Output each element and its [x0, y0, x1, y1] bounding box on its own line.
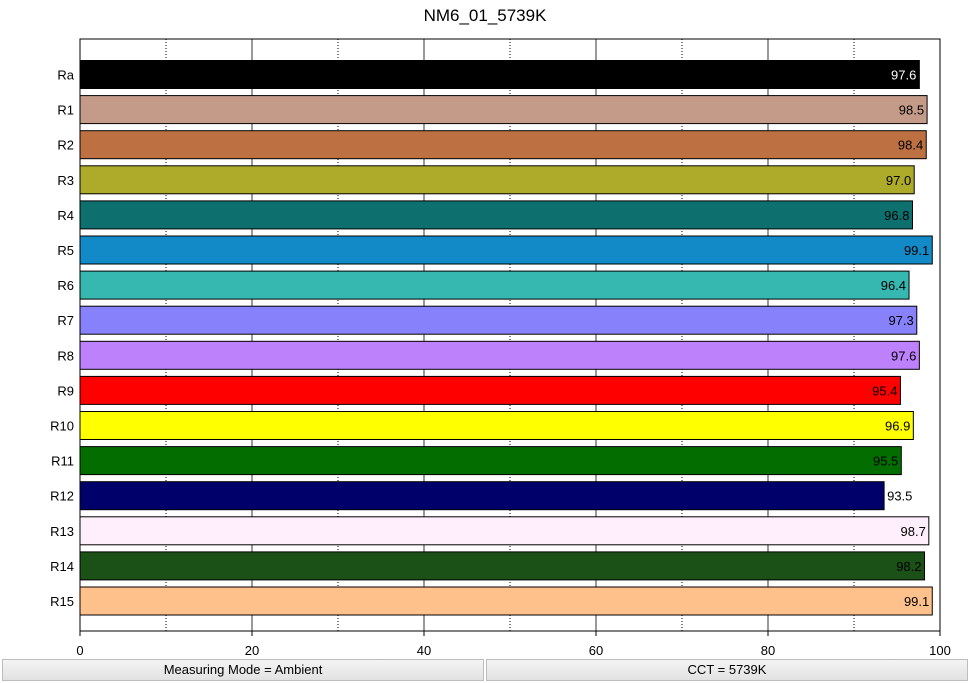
plot-frame [79, 38, 941, 632]
bar-r13 [79, 516, 930, 546]
category-label: R6 [57, 278, 74, 293]
bar-ra [79, 60, 920, 89]
bar-r5 [79, 235, 933, 265]
x-tick-label: 20 [245, 643, 259, 658]
value-label: 97.3 [888, 313, 913, 328]
bar-r14 [79, 551, 926, 581]
bar-r8 [79, 340, 920, 370]
bar-r4 [79, 200, 913, 230]
category-label: R10 [50, 419, 74, 434]
value-label: 96.8 [884, 208, 909, 223]
chart-title: NM6_01_5739K [423, 6, 547, 25]
category-label: R8 [57, 348, 74, 363]
x-tick-label: 40 [417, 643, 431, 658]
category-label: R14 [50, 559, 74, 574]
bar-r6 [79, 270, 910, 300]
x-tick-label: 80 [761, 643, 775, 658]
value-label: 98.7 [901, 524, 926, 539]
category-label: R11 [51, 454, 74, 469]
value-label: 99.1 [904, 594, 929, 609]
bar-r12 [79, 481, 885, 511]
category-label: R13 [50, 524, 74, 539]
category-label: R7 [57, 313, 74, 328]
value-label: 99.1 [904, 243, 929, 258]
value-label: 98.2 [896, 559, 921, 574]
bar-r9 [79, 375, 901, 405]
value-label: 98.5 [899, 103, 924, 118]
value-label: 93.5 [887, 489, 912, 504]
x-tick-label: 100 [929, 643, 951, 658]
category-label: R5 [57, 243, 74, 258]
bar-r3 [79, 165, 915, 195]
bar-r15 [79, 586, 933, 616]
cri-bar-chart: Ra 97.6 R1 98.5 R2 98.4 R3 97.0 R4 96.8 R5 99.1 R6 96… [50, 38, 951, 658]
value-label: 97.0 [886, 173, 911, 188]
value-label: 98.4 [898, 138, 923, 153]
category-label: R1 [57, 103, 74, 118]
value-label: 96.9 [885, 419, 910, 434]
value-label: 96.4 [881, 278, 906, 293]
category-label: R9 [57, 383, 74, 398]
bar-r10 [79, 411, 914, 440]
category-label: R12 [50, 489, 74, 504]
value-label: 95.4 [872, 383, 897, 398]
category-label: R15 [50, 594, 74, 609]
bar-r11 [79, 446, 902, 476]
category-label: Ra [57, 68, 74, 83]
value-label: 97.6 [891, 348, 916, 363]
value-label: 95.5 [873, 454, 898, 469]
category-label: R4 [57, 208, 74, 223]
bar-r2 [79, 130, 927, 160]
value-label: 97.6 [891, 68, 916, 83]
bar-r7 [79, 305, 918, 335]
measuring-mode-status: Measuring Mode = Ambient [2, 659, 484, 681]
category-label: R3 [57, 173, 74, 188]
cct-status: CCT = 5739K [486, 659, 968, 681]
x-tick-label: 0 [76, 643, 83, 658]
bar-r1 [79, 95, 928, 125]
x-tick-label: 60 [589, 643, 603, 658]
category-label: R2 [57, 138, 74, 153]
